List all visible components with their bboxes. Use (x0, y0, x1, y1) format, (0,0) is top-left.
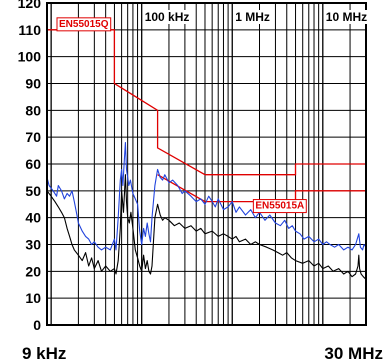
limit-label-en55015a: EN55015A (255, 201, 304, 212)
decade-label-bg (143, 10, 191, 24)
y-tick-label: 50 (25, 183, 41, 199)
decade-label: 100 kHz (145, 10, 190, 24)
y-tick-label: 10 (25, 290, 41, 306)
y-tick-label: 20 (25, 263, 41, 279)
y-tick-label: 60 (25, 156, 41, 172)
decade-label-bg (234, 10, 271, 24)
y-tick-label: 70 (25, 129, 41, 145)
decade-label-bg (324, 10, 369, 24)
x-range-end-label: 30 MHz (324, 344, 383, 363)
y-tick-label: 120 (18, 0, 42, 11)
x-range-start-label: 9 kHz (22, 344, 66, 363)
limit-label-en55015q: EN55015Q (59, 19, 109, 30)
limit-lines (47, 29, 366, 203)
plot-frame (46, 2, 367, 326)
measurement-traces (46, 141, 367, 280)
y-tick-label: 90 (25, 76, 41, 92)
decade-label: 10 MHz (326, 10, 367, 24)
y-tick-label: 80 (25, 102, 41, 118)
y-tick-label: 30 (25, 237, 41, 253)
limit-line-en55015q (47, 29, 366, 176)
trace-2 (46, 174, 367, 280)
plot-border (46, 2, 367, 326)
y-tick-label: 100 (18, 49, 42, 65)
y-tick-label: 40 (25, 210, 41, 226)
y-tick-label: 110 (18, 22, 41, 38)
decade-label: 1 MHz (235, 10, 270, 24)
y-tick-label: 0 (33, 317, 41, 333)
trace-1 (46, 141, 367, 251)
limit-label-box (252, 199, 307, 214)
limit-label-box (56, 17, 112, 32)
axis-labels: 0 10 20 30 40 50 60 70 80 90 100 110 120 100 kHz 1 MHz… (18, 0, 383, 363)
limit-line-en55015a (157, 174, 366, 203)
